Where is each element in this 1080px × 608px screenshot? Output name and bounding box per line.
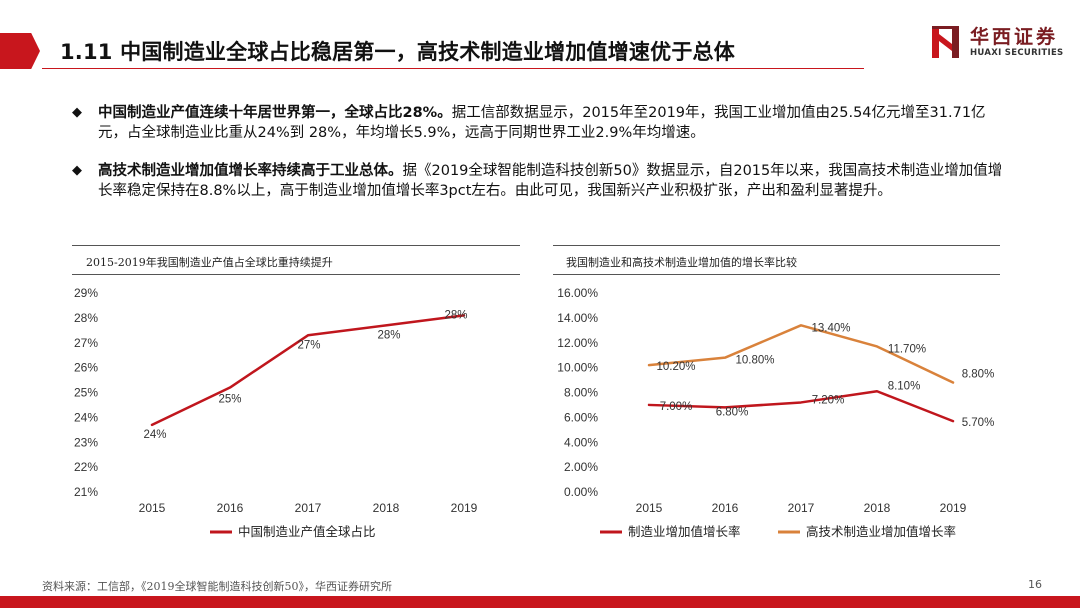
y-tick-label: 24% — [74, 410, 98, 424]
data-label: 8.80% — [962, 369, 995, 381]
chart-2-top-rule — [553, 245, 1000, 246]
logo-mark-icon — [932, 26, 959, 58]
chart-1-title-rule — [72, 274, 520, 275]
y-tick-label: 16.00% — [557, 286, 598, 300]
y-tick-label: 28% — [74, 311, 98, 325]
legend-label-2: 高技术制造业增加值增长率 — [806, 524, 956, 539]
page-number: 16 — [1028, 578, 1042, 591]
y-tick-label: 10.00% — [557, 361, 598, 375]
series-line-1 — [150, 314, 466, 427]
data-label: 28% — [444, 309, 467, 321]
data-label: 7.00% — [660, 401, 693, 413]
chart-2-title: 我国制造业和高技术制造业增加值的增长率比较 — [566, 256, 797, 269]
x-tick-label: 2015 — [139, 501, 166, 515]
bullet-point-1-body: 据工信部数据显示，2015年至2019年，我国工业增加值由25.54亿元增至31… — [98, 105, 986, 141]
y-tick-label: 12.00% — [557, 336, 598, 350]
legend-label-1: 中国制造业产值全球占比 — [238, 524, 376, 539]
data-label: 11.70% — [888, 343, 926, 355]
x-tick-label: 2015 — [636, 501, 663, 515]
y-tick-label: 4.00% — [564, 435, 598, 449]
data-label: 10.80% — [735, 355, 774, 367]
data-label: 8.10% — [888, 380, 921, 392]
x-tick-label: 2016 — [712, 501, 739, 515]
y-tick-label: 25% — [74, 386, 98, 400]
logo-name-en: HUAXI SECURITIES — [970, 48, 1064, 58]
x-tick-label: 2019 — [940, 501, 967, 515]
y-tick-label: 8.00% — [564, 386, 598, 400]
diamond-bullet-icon: ◆ — [72, 163, 82, 178]
company-logo: 华西证券 HUAXI SECURITIES — [930, 22, 1070, 62]
header-accent-tab — [0, 33, 40, 69]
y-tick-label: 21% — [74, 485, 98, 499]
data-label: 25% — [218, 394, 241, 406]
diamond-bullet-icon: ◆ — [72, 105, 82, 120]
chart-2-title-rule — [553, 274, 1000, 275]
y-tick-label: 6.00% — [564, 410, 598, 424]
y-tick-label: 0.00% — [564, 485, 598, 499]
chart-1-plot: 21% 22% 23% 24% 25% 26% 27% 28% 29% 2015 2016 2017 2… — [74, 286, 478, 539]
x-tick-label: 2018 — [864, 501, 891, 515]
y-tick-label: 14.00% — [557, 311, 598, 325]
bullet-point-2-text: 高技术制造业增加值增长率持续高于工业总体。据《2019全球智能制造科技创新50》… — [98, 161, 1009, 201]
footer-bar — [0, 596, 1080, 608]
x-tick-label: 2019 — [451, 501, 478, 515]
y-tick-label: 26% — [74, 361, 98, 375]
data-label: 10.20% — [656, 361, 695, 373]
data-label: 5.70% — [962, 417, 995, 429]
data-label: 13.40% — [811, 322, 850, 334]
header-divider — [42, 68, 864, 69]
data-label: 7.20% — [812, 394, 845, 406]
series-line-1 — [647, 390, 955, 423]
x-tick-label: 2017 — [788, 501, 815, 515]
y-tick-label: 22% — [74, 460, 98, 474]
y-tick-label: 2.00% — [564, 460, 598, 474]
logo-name-cn: 华西证券 — [970, 26, 1059, 48]
bullet-point-1: ◆ 中国制造业产值连续十年居世界第一，全球占比28%。据工信部数据显示，2015… — [72, 103, 1009, 143]
x-tick-label: 2017 — [295, 501, 322, 515]
page-title: 1.11 中国制造业全球占比稳居第一，高技术制造业增加值增速优于总体 — [60, 40, 735, 64]
x-tick-label: 2016 — [217, 501, 244, 515]
y-tick-label: 29% — [74, 286, 98, 300]
bullet-point-2: ◆ 高技术制造业增加值增长率持续高于工业总体。据《2019全球智能制造科技创新5… — [72, 161, 1009, 201]
y-tick-label: 23% — [74, 435, 98, 449]
data-label: 28% — [377, 329, 400, 341]
y-tick-label: 27% — [74, 336, 98, 350]
bullet-point-1-bold: 中国制造业产值连续十年居世界第一，全球占比28%。 — [98, 105, 452, 121]
x-tick-label: 2018 — [373, 501, 400, 515]
chart-1-top-rule — [72, 245, 520, 246]
data-label: 24% — [143, 429, 166, 441]
chart-2-plot: 0.00% 2.00% 4.00% 6.00% 8.00% 10.00% 12.00% 14.… — [557, 286, 995, 539]
source-note: 资料来源：工信部，《2019全球智能制造科技创新50》，华西证券研究所 — [42, 580, 392, 593]
data-label: 6.80% — [716, 406, 749, 418]
bullet-point-2-body: 据《2019全球智能制造科技创新50》数据显示，自2015年以来，我国高技术制造… — [98, 163, 1003, 199]
series-line-2 — [647, 324, 955, 384]
bullet-point-1-text: 中国制造业产值连续十年居世界第一，全球占比28%。据工信部数据显示，2015年至… — [98, 103, 1009, 143]
bullet-point-2-bold: 高技术制造业增加值增长率持续高于工业总体。 — [98, 163, 403, 179]
data-label: 27% — [297, 339, 320, 351]
chart-1-title: 2015-2019年我国制造业产值占全球比重持续提升 — [86, 256, 333, 269]
legend-label-1: 制造业增加值增长率 — [628, 524, 741, 539]
